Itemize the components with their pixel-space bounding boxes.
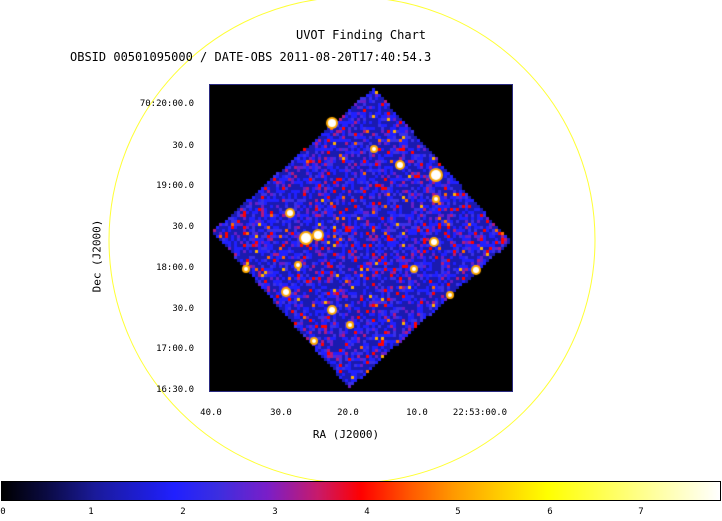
- y-tick-label: 17:00.0: [156, 344, 194, 354]
- sky-image: [209, 84, 513, 392]
- colorbar-tick: 7: [638, 507, 644, 517]
- x-tick-label: 22:53:00.0: [452, 408, 508, 418]
- colorbar-tick: 4: [364, 507, 370, 517]
- x-tick-label: 40.0: [200, 408, 222, 418]
- y-tick-label: 19:00.0: [156, 181, 194, 191]
- chart-title: UVOT Finding Chart: [295, 28, 427, 42]
- colorbar: [1, 481, 721, 501]
- x-axis-label: RA (J2000): [312, 428, 380, 441]
- y-tick-label: 30.0: [172, 141, 194, 151]
- y-tick-label: 18:00.0: [156, 263, 194, 273]
- colorbar-tick: 5: [455, 507, 461, 517]
- colorbar-tick: 1: [88, 507, 94, 517]
- y-tick-label: 30.0: [172, 304, 194, 314]
- chart-subtitle: OBSID 00501095000 / DATE-OBS 2011-08-20T…: [70, 50, 432, 64]
- y-tick-label: 70:20:00.0: [139, 99, 194, 109]
- x-tick-label: 30.0: [270, 408, 292, 418]
- y-tick-label: 30.0: [172, 222, 194, 232]
- colorbar-tick: 6: [547, 507, 553, 517]
- colorbar-tick: 2: [180, 507, 186, 517]
- sky-image-canvas: [210, 85, 512, 391]
- x-tick-label: 10.0: [406, 408, 428, 418]
- y-axis-label: Dec (J2000): [90, 219, 104, 293]
- y-tick-label: 16:30.0: [156, 385, 194, 395]
- colorbar-tick: 3: [272, 507, 278, 517]
- colorbar-tick: 0: [0, 507, 6, 517]
- x-tick-label: 20.0: [337, 408, 359, 418]
